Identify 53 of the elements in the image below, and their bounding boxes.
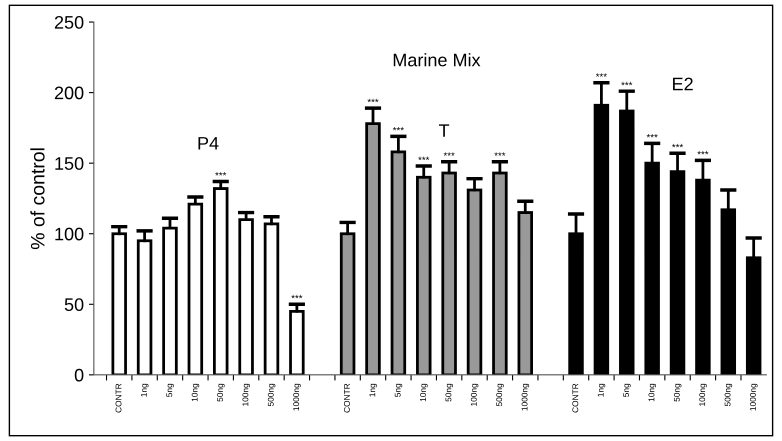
x-tick-label: 50ng (674, 384, 682, 402)
data-label: *** (672, 144, 684, 148)
x-tick-label: 1000ng (750, 384, 758, 410)
data-label: *** (494, 152, 506, 156)
bar (289, 310, 305, 375)
x-tick-label: 100ng (242, 384, 250, 406)
annotation: T (438, 124, 450, 137)
bar (238, 218, 254, 375)
x-tick-label: 50ng (217, 384, 225, 402)
x-tick-label: CONTR (116, 384, 122, 413)
data-label: *** (291, 294, 302, 298)
y-tick-label: 100 (55, 228, 84, 240)
x-tick-label: 100ng (699, 384, 707, 406)
y-tick-label: 250 (54, 16, 84, 29)
x-tick-label: 1ng (141, 384, 148, 397)
data-label: *** (418, 156, 430, 160)
y-tick-label: 200 (54, 86, 84, 100)
data-label: *** (215, 172, 226, 176)
bar (188, 202, 204, 375)
y-tick-label: 150 (55, 157, 84, 170)
x-tick-label: 10ng (192, 384, 200, 402)
x-tick-label: 5ng (623, 384, 631, 397)
data-label: *** (697, 150, 708, 154)
data-label: *** (596, 73, 607, 77)
x-tick-label: 100ng (470, 384, 478, 406)
x-tick-label: CONTR (572, 384, 578, 413)
annotation: Marine Mix (394, 53, 480, 66)
x-tick-label: 500ng (268, 384, 276, 406)
data-label: *** (621, 82, 632, 86)
data-label: *** (444, 152, 455, 156)
y-tick-label: 0 (74, 368, 84, 382)
annotation: E2 (673, 78, 693, 90)
x-tick-label: 1ng (598, 384, 606, 397)
data-label: *** (392, 126, 404, 130)
x-tick-label: 1000ng (293, 384, 301, 410)
data-label: *** (367, 98, 379, 102)
y-axis-title: % of control (30, 148, 45, 250)
x-tick-label: 5ng (166, 384, 174, 397)
bar (264, 222, 280, 375)
x-tick-label: 10ng (420, 384, 428, 402)
x-tick-label: 5ng (394, 384, 402, 397)
y-tick-label: 50 (64, 298, 84, 312)
x-tick-label: 1ng (369, 384, 377, 397)
x-tick-label: 50ng (445, 384, 454, 402)
bar (111, 232, 127, 375)
x-tick-label: 500ng (496, 384, 504, 406)
x-tick-label: CONTR (344, 384, 350, 413)
x-tick-label: 10ng (648, 384, 656, 402)
x-tick-label: 500ng (724, 384, 732, 406)
data-label: *** (646, 134, 658, 138)
annotation: P4 (198, 137, 219, 150)
x-tick-label: 1000ng (522, 384, 530, 410)
bar (212, 187, 228, 375)
